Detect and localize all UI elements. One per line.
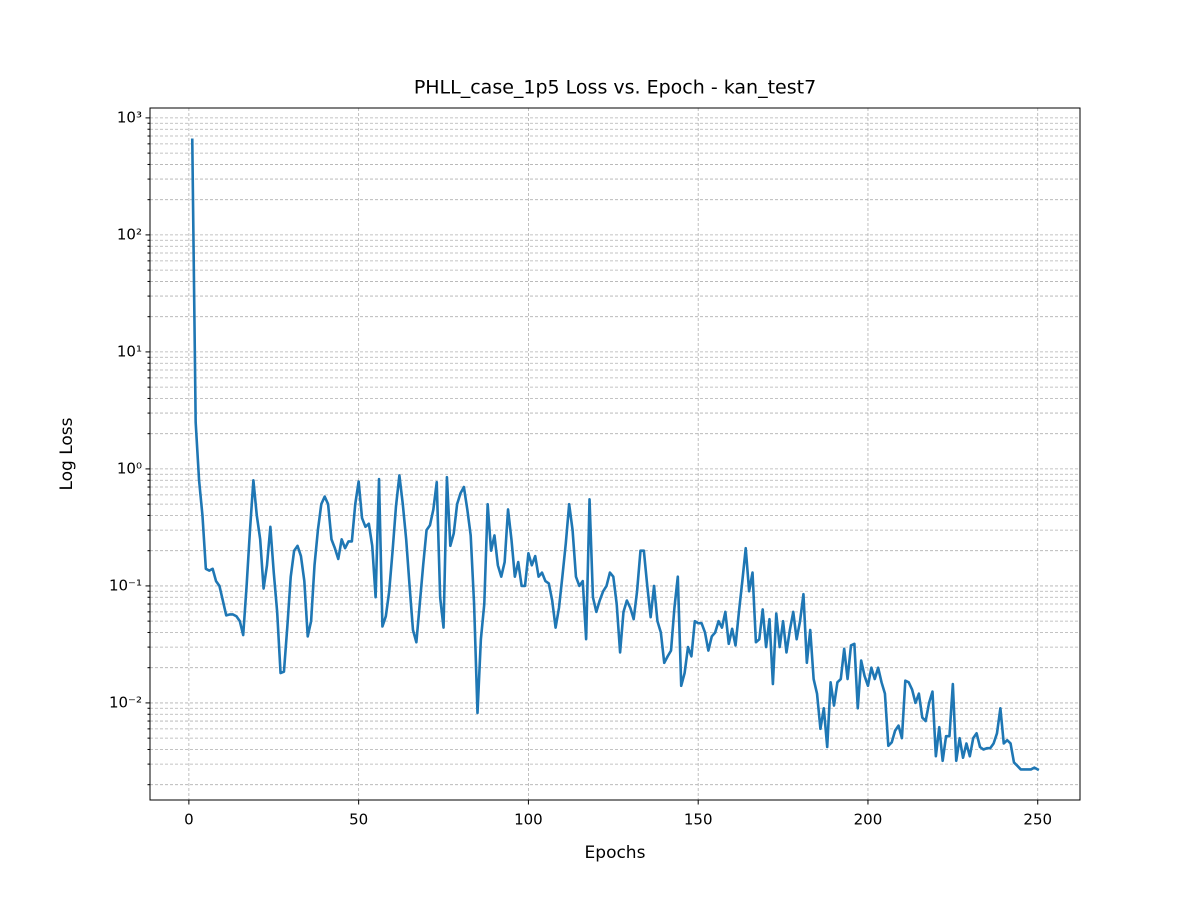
y-tick-label: 10⁻² xyxy=(109,693,142,711)
x-tick-label: 100 xyxy=(514,811,543,829)
x-tick-label: 50 xyxy=(349,811,368,829)
axes-frame xyxy=(149,107,1081,801)
x-axis-label: Epochs xyxy=(585,843,646,863)
y-tick-label: 10² xyxy=(117,225,142,243)
y-tick-label: 10⁻¹ xyxy=(109,576,142,594)
x-tick-label: 0 xyxy=(184,811,194,829)
loss-line xyxy=(190,138,1040,772)
y-axis-label: Log Loss xyxy=(57,417,77,490)
y-tick-label: 10¹ xyxy=(117,342,142,360)
chart-title: PHLL_case_1p5 Loss vs. Epoch - kan_test7 xyxy=(414,77,816,99)
x-tick-label: 250 xyxy=(1023,811,1052,829)
x-tick-label: 150 xyxy=(684,811,713,829)
x-tick-label: 200 xyxy=(854,811,883,829)
y-tick-label: 10⁰ xyxy=(117,459,142,477)
y-tick-label: 10³ xyxy=(117,108,142,126)
